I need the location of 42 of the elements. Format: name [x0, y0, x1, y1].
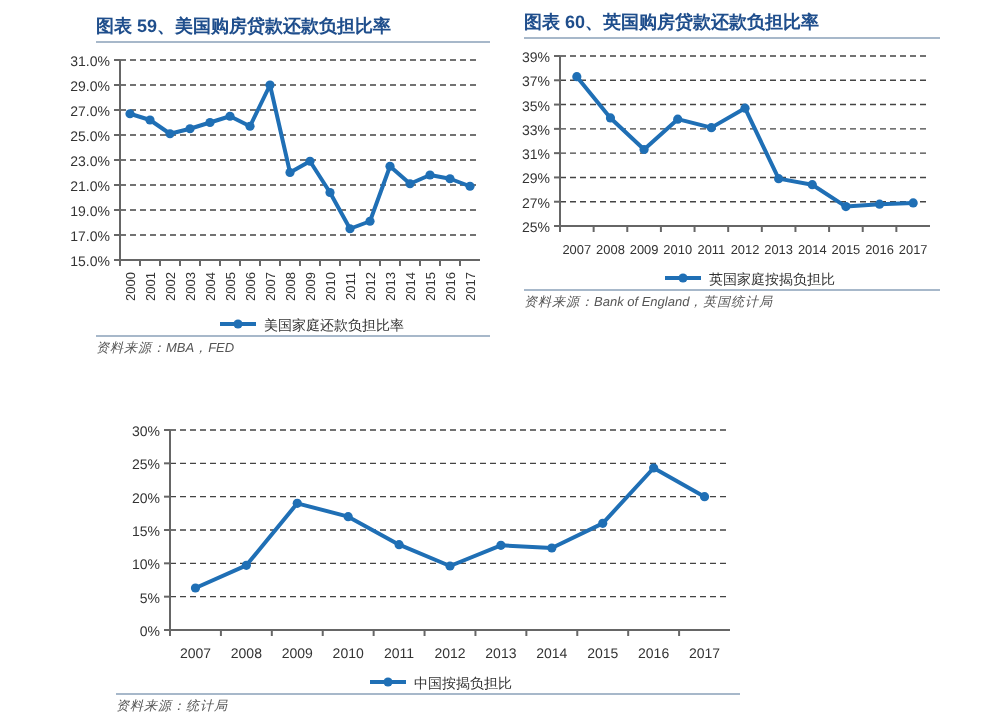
- point: [405, 179, 415, 189]
- point: [425, 170, 435, 180]
- point: [496, 540, 506, 550]
- point: [385, 161, 395, 171]
- point: [165, 129, 175, 139]
- point: [292, 498, 302, 508]
- point: [285, 167, 295, 178]
- point: [345, 224, 355, 234]
- point: [605, 113, 616, 123]
- chart-title: 图表 59、美国购房贷款还款负担比率: [96, 16, 392, 36]
- point: [205, 117, 215, 128]
- point: [740, 103, 750, 113]
- point: [841, 201, 851, 212]
- point: [639, 144, 649, 155]
- point: [305, 156, 315, 166]
- point: [445, 174, 455, 184]
- point: [241, 560, 251, 570]
- point: [265, 80, 275, 90]
- point: [547, 543, 557, 553]
- point: [325, 187, 335, 198]
- point: [874, 199, 885, 209]
- point: [125, 109, 135, 119]
- point: [190, 583, 201, 593]
- point: [699, 492, 710, 502]
- point: [649, 463, 659, 473]
- point: [145, 115, 155, 125]
- point: [706, 123, 716, 133]
- point: [394, 540, 404, 550]
- point: [343, 512, 353, 522]
- point: [445, 561, 455, 571]
- chart-title: 图表 60、英国购房贷款还款负担比率: [524, 12, 820, 32]
- point: [365, 216, 375, 226]
- point: [774, 174, 784, 184]
- point: [245, 121, 255, 131]
- point: [465, 181, 475, 191]
- point: [908, 198, 918, 208]
- point: [673, 114, 683, 124]
- point: [185, 124, 195, 134]
- point: [807, 180, 817, 190]
- point: [225, 111, 235, 121]
- point: [572, 72, 582, 82]
- point: [598, 518, 608, 528]
